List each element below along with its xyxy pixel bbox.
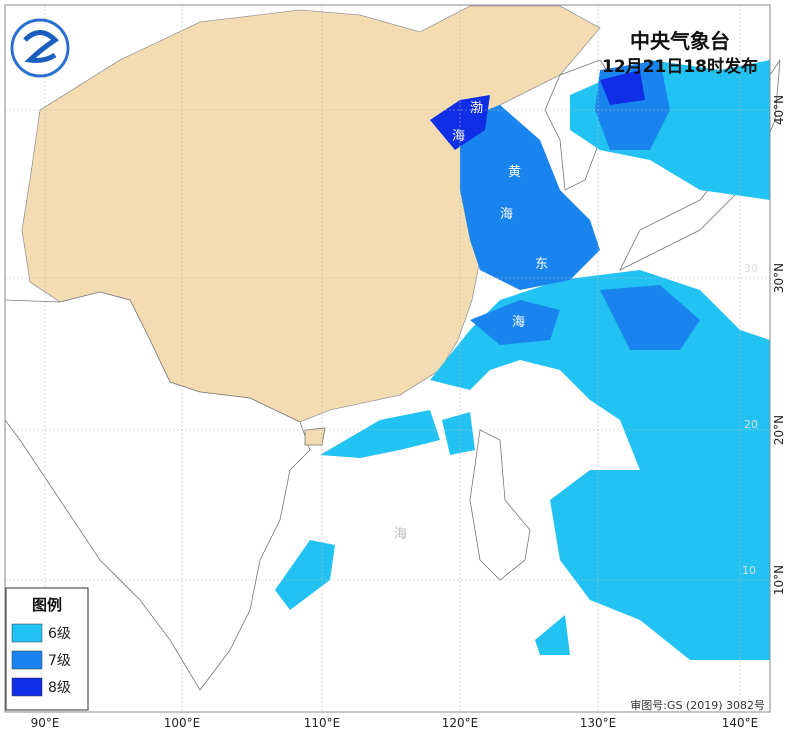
- wind-6: [535, 615, 570, 655]
- legend-swatch: [11, 650, 43, 670]
- longitude-labels: 90°E 100°E 110°E 120°E 130°E 140°E: [31, 716, 759, 730]
- inner-grid-labels: 30 20 10: [742, 262, 758, 577]
- legend-swatch: [11, 677, 43, 697]
- inner-grid-label: 10: [742, 564, 756, 577]
- inner-grid-label: 30: [744, 262, 758, 275]
- latitude-label: 10°N: [772, 565, 786, 595]
- southeast-asia-land: [4, 291, 311, 691]
- longitude-label: 100°E: [164, 716, 201, 730]
- wind-6: [320, 410, 440, 458]
- legend-label: 6级: [48, 626, 71, 642]
- latitude-label: 40°N: [772, 95, 786, 125]
- longitude-label: 110°E: [304, 716, 341, 730]
- sea-label: 海: [452, 129, 465, 144]
- wind-7: [600, 285, 700, 350]
- latitude-labels: 40°N 30°N 20°N 10°N: [772, 95, 786, 595]
- wind-8: [600, 70, 645, 105]
- longitude-label: 120°E: [442, 716, 479, 730]
- sea-label: 东: [535, 257, 548, 272]
- latitude-label: 30°N: [772, 263, 786, 293]
- approval-number: 审图号:GS (2019) 3082号: [630, 698, 765, 712]
- legend-label: 7级: [48, 653, 71, 669]
- graticule: [5, 5, 770, 712]
- wind-7: [460, 105, 600, 290]
- philippines-land: [469, 429, 531, 581]
- latitude-label: 20°N: [772, 415, 786, 445]
- wind-6: [442, 412, 475, 455]
- legend-title: 图例: [32, 596, 62, 614]
- longitude-label: 90°E: [31, 716, 60, 730]
- wind-7: [470, 300, 560, 345]
- inner-grid-label: 20: [744, 418, 758, 431]
- sea-label: 黄: [508, 165, 521, 180]
- legend-swatch: [11, 623, 43, 643]
- map-frame: [4, 4, 771, 713]
- issue-time: 12月21日18时发布: [602, 56, 758, 77]
- wind-6: [275, 540, 335, 610]
- longitude-label: 130°E: [580, 716, 617, 730]
- longitude-label: 140°E: [722, 716, 759, 730]
- wind-6: [430, 270, 770, 660]
- logo: [10, 18, 70, 78]
- sea-label: 海: [512, 315, 525, 330]
- legend: 图例 6级 7级 8级: [5, 587, 89, 711]
- agency: 中央气象台: [630, 29, 730, 53]
- sea-labels: 渤 海 黄 海 东 海 海: [394, 100, 548, 542]
- sea-label: 海: [394, 527, 407, 542]
- wind-areas: [275, 60, 770, 660]
- sea-label: 渤: [470, 100, 483, 116]
- legend-label: 8级: [48, 680, 71, 696]
- logo-mark: [23, 30, 59, 63]
- sea-label: 海: [500, 207, 513, 222]
